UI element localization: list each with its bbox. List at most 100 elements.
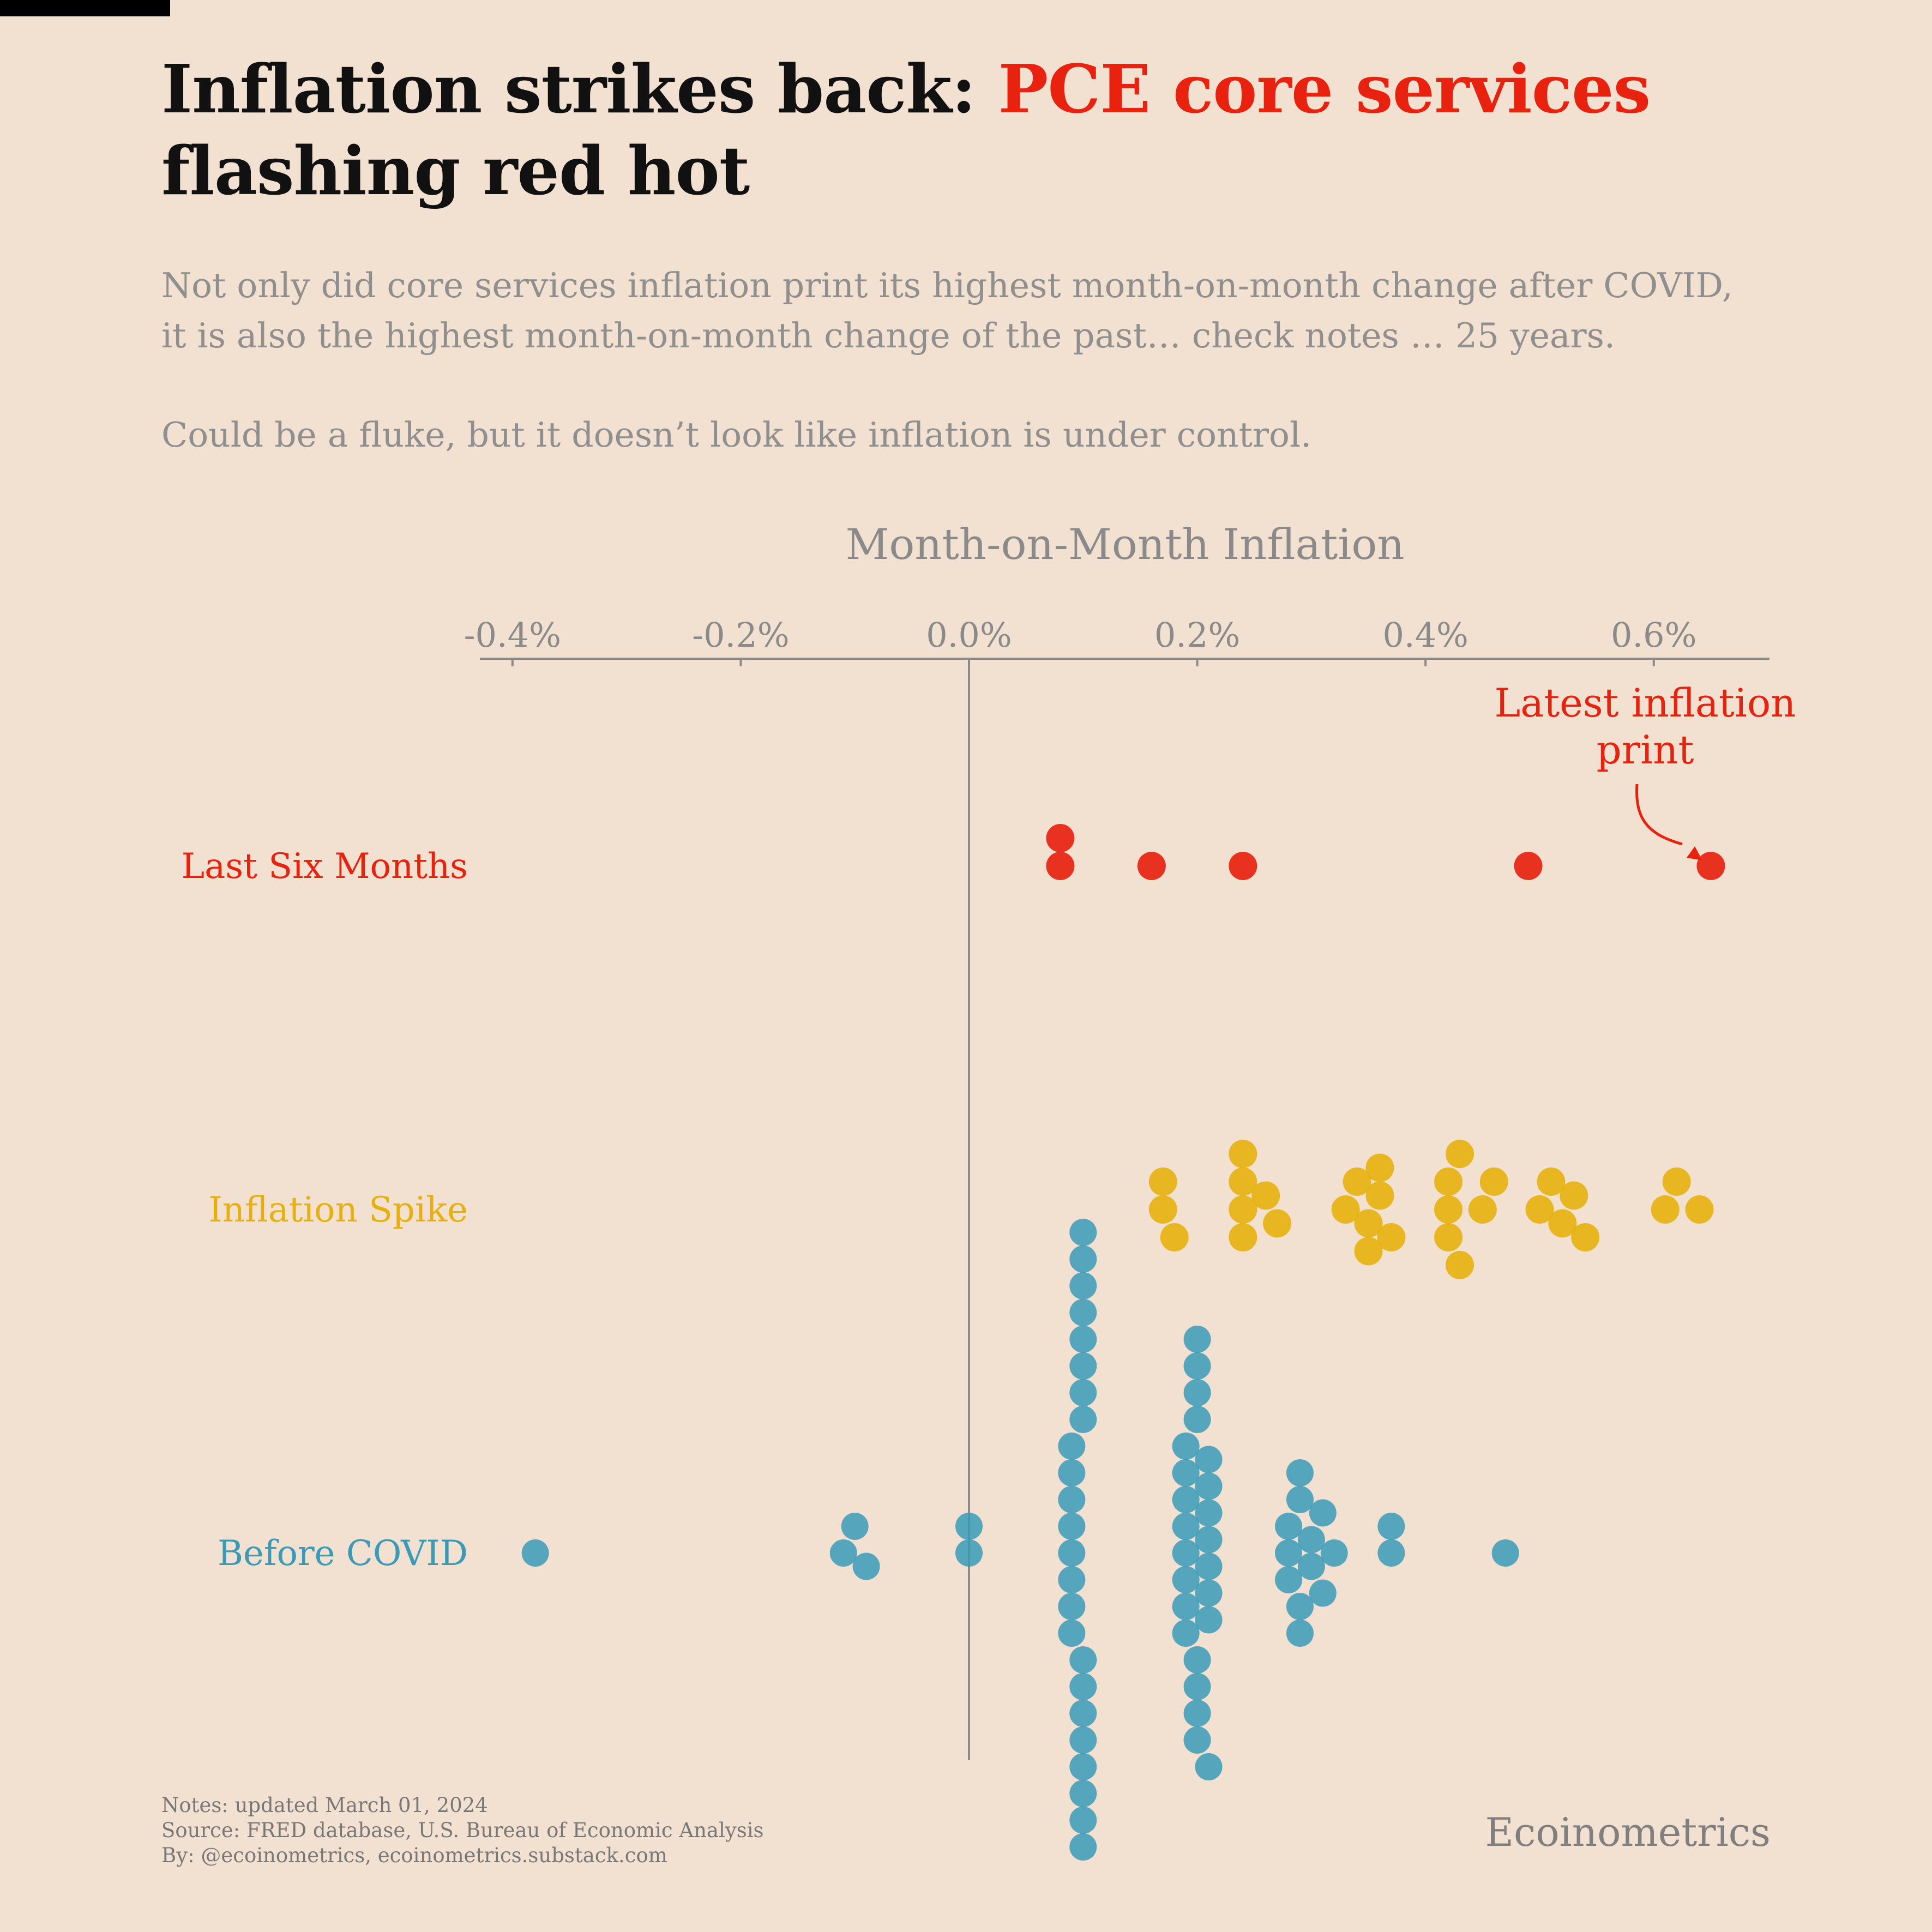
data-point (1058, 1513, 1086, 1540)
data-point (1263, 1209, 1292, 1238)
data-point (1195, 1472, 1223, 1500)
data-point (1275, 1539, 1303, 1567)
data-point (1445, 1250, 1474, 1279)
data-point (1662, 1167, 1691, 1196)
subtitle-line1: Not only did core services inflation pri… (161, 266, 1733, 305)
data-point (1537, 1167, 1566, 1196)
annotation-arrow (1635, 784, 1683, 846)
data-point (1286, 1486, 1314, 1513)
brand-logo-text: Ecoinometrics (1485, 1809, 1771, 1855)
data-point (1172, 1513, 1200, 1540)
x-tick-label: 0.6% (1611, 615, 1697, 655)
data-point (1069, 1352, 1097, 1380)
data-point (1058, 1539, 1086, 1567)
data-point (1297, 1552, 1325, 1580)
x-tick-label: 0.0% (926, 615, 1012, 655)
data-point (1183, 1726, 1211, 1754)
data-point (1058, 1620, 1086, 1647)
annotation-label-line2: print (1597, 727, 1694, 773)
data-point (1069, 1272, 1097, 1299)
data-point (1491, 1539, 1519, 1567)
data-point (1377, 1539, 1405, 1567)
data-point (1275, 1566, 1303, 1593)
data-point (1445, 1140, 1474, 1169)
data-point (1172, 1433, 1200, 1460)
data-point (1331, 1195, 1360, 1224)
x-tick-label: 0.2% (1154, 615, 1241, 655)
data-point (1058, 1593, 1086, 1620)
data-point (1275, 1513, 1303, 1540)
data-point (1365, 1153, 1394, 1182)
footer-updated: Notes: updated March 01, 2024 (161, 1793, 488, 1817)
data-point (1069, 1753, 1097, 1780)
data-point (1229, 852, 1257, 880)
data-point (1514, 852, 1543, 880)
data-point (521, 1539, 549, 1567)
data-point (1229, 1195, 1257, 1224)
chart-title: Inflation strikes back: PCE core service… (161, 48, 1797, 212)
data-point (1251, 1181, 1280, 1210)
data-point (1195, 1753, 1223, 1780)
subtitle-line2: it is also the highest month-on-month ch… (161, 316, 1616, 356)
data-point (1183, 1326, 1211, 1353)
data-point (1286, 1593, 1314, 1620)
data-point (1069, 1673, 1097, 1700)
data-point (1069, 1299, 1097, 1326)
data-point (1571, 1223, 1600, 1251)
corner-bar (0, 0, 170, 16)
data-point (1069, 1379, 1097, 1406)
data-point (1148, 1167, 1177, 1196)
data-point (1309, 1579, 1337, 1607)
data-point (1069, 1833, 1097, 1861)
data-point (1297, 1526, 1325, 1554)
data-point (1696, 852, 1725, 880)
data-point (1479, 1167, 1508, 1196)
data-point (1183, 1379, 1211, 1406)
data-point (1183, 1646, 1211, 1674)
data-point (955, 1513, 983, 1540)
x-tick-label: -0.4% (464, 615, 561, 655)
data-point (1377, 1223, 1406, 1251)
data-point (852, 1552, 880, 1580)
data-point (1434, 1195, 1463, 1224)
annotation-arrowhead (1687, 846, 1702, 860)
data-point (1172, 1620, 1200, 1647)
data-point (1183, 1700, 1211, 1727)
data-point (1183, 1673, 1211, 1700)
data-point (1434, 1167, 1463, 1196)
footer-by: By: @ecoinometrics, ecoinometrics.substa… (161, 1844, 667, 1867)
data-point (1058, 1566, 1086, 1593)
data-point (1365, 1181, 1394, 1210)
data-point (1195, 1579, 1223, 1607)
chart-subtitle: Not only did core services inflation pri… (161, 261, 1852, 361)
data-point (1069, 1326, 1097, 1353)
data-point (1195, 1446, 1223, 1473)
data-point (1183, 1406, 1211, 1433)
data-point (1354, 1209, 1383, 1238)
data-point (1651, 1195, 1680, 1224)
data-point (1046, 852, 1075, 880)
data-point (1525, 1195, 1554, 1224)
data-point (1320, 1539, 1348, 1567)
data-point (1685, 1195, 1714, 1224)
data-point (1468, 1195, 1497, 1224)
category-label: Inflation Spike (208, 1190, 468, 1230)
x-axis-label: Month-on-Month Inflation (845, 520, 1404, 569)
data-point (1069, 1219, 1097, 1246)
footer-notes: Notes: updated March 01, 2024 Source: FR… (161, 1793, 764, 1868)
data-point (1286, 1620, 1314, 1647)
data-point (1069, 1807, 1097, 1834)
data-point (1172, 1539, 1200, 1567)
data-point (1069, 1245, 1097, 1273)
data-point (1069, 1700, 1097, 1727)
data-point (1434, 1223, 1463, 1251)
data-point (841, 1513, 869, 1540)
annotation-label-line1: Latest inflation (1494, 680, 1796, 726)
data-point (1058, 1459, 1086, 1486)
data-point (1229, 1167, 1257, 1196)
chart-subtitle-2: Could be a fluke, but it doesn’t look li… (161, 410, 1852, 460)
data-point (1160, 1223, 1189, 1251)
data-point (1148, 1195, 1177, 1224)
data-point (1548, 1209, 1577, 1238)
